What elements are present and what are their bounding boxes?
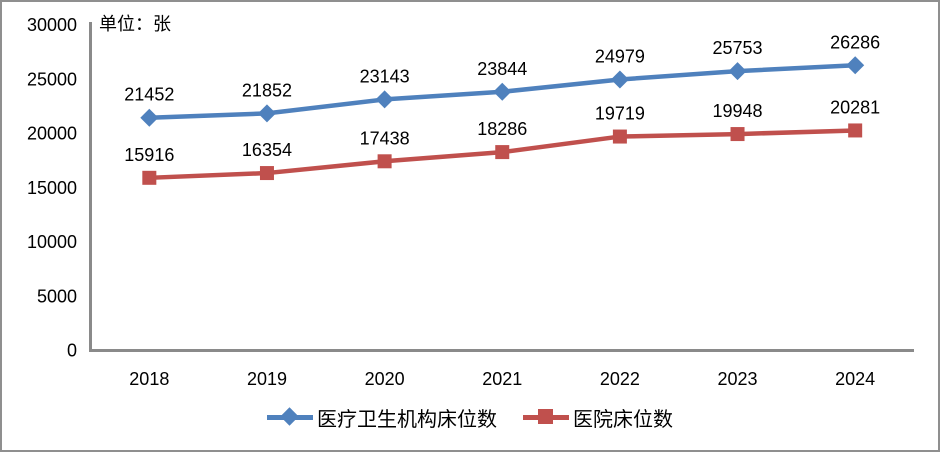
y-tick-label: 10000 bbox=[27, 232, 77, 252]
y-tick-label: 20000 bbox=[27, 124, 77, 144]
x-tick-label: 2019 bbox=[247, 369, 287, 389]
data-point-marker bbox=[142, 170, 157, 185]
unit-label: 单位：张 bbox=[99, 14, 171, 34]
data-label: 26286 bbox=[830, 32, 880, 52]
data-point-marker bbox=[375, 90, 394, 109]
y-tick-label: 25000 bbox=[27, 69, 77, 89]
data-point-marker bbox=[140, 108, 159, 127]
data-label: 21852 bbox=[242, 80, 292, 100]
data-label: 24979 bbox=[595, 46, 645, 66]
x-tick-label: 2021 bbox=[482, 369, 522, 389]
data-point-marker bbox=[848, 123, 863, 138]
legend-square-icon bbox=[523, 407, 569, 427]
data-label: 19948 bbox=[713, 101, 763, 121]
data-point-marker bbox=[730, 127, 745, 142]
y-tick-label: 5000 bbox=[37, 286, 77, 306]
x-tick-label: 2022 bbox=[600, 369, 640, 389]
data-label: 23844 bbox=[477, 59, 527, 79]
y-tick-label: 30000 bbox=[27, 15, 77, 35]
data-label: 21452 bbox=[124, 85, 174, 105]
legend-diamond-icon bbox=[267, 407, 313, 427]
data-point-marker bbox=[612, 129, 627, 144]
data-point-marker bbox=[259, 166, 274, 181]
data-label: 20281 bbox=[830, 97, 880, 117]
data-label: 17438 bbox=[360, 128, 410, 148]
data-point-marker bbox=[377, 154, 392, 169]
data-point-marker bbox=[493, 82, 512, 101]
data-label: 25753 bbox=[713, 38, 763, 58]
x-tick-label: 2018 bbox=[129, 369, 169, 389]
legend-item: 医院床位数 bbox=[523, 403, 673, 432]
x-tick-label: 2024 bbox=[835, 369, 875, 389]
data-label: 15916 bbox=[124, 145, 174, 165]
data-label: 16354 bbox=[242, 140, 292, 160]
data-label: 23143 bbox=[360, 66, 410, 86]
x-tick-label: 2020 bbox=[365, 369, 405, 389]
data-point-marker bbox=[257, 104, 276, 123]
data-point-marker bbox=[610, 70, 629, 89]
legend-label: 医疗卫生机构床位数 bbox=[317, 408, 497, 431]
legend-item: 医疗卫生机构床位数 bbox=[267, 403, 497, 432]
legend-label: 医院床位数 bbox=[573, 408, 673, 431]
legend: 医疗卫生机构床位数 医院床位数 bbox=[2, 403, 938, 432]
data-point-marker bbox=[495, 145, 510, 160]
data-point-marker bbox=[846, 56, 865, 75]
y-tick-label: 0 bbox=[67, 341, 77, 361]
data-label: 19719 bbox=[595, 104, 645, 124]
y-tick-label: 15000 bbox=[27, 178, 77, 198]
data-point-marker bbox=[728, 62, 747, 81]
data-label: 18286 bbox=[477, 119, 527, 139]
x-tick-label: 2023 bbox=[718, 369, 758, 389]
